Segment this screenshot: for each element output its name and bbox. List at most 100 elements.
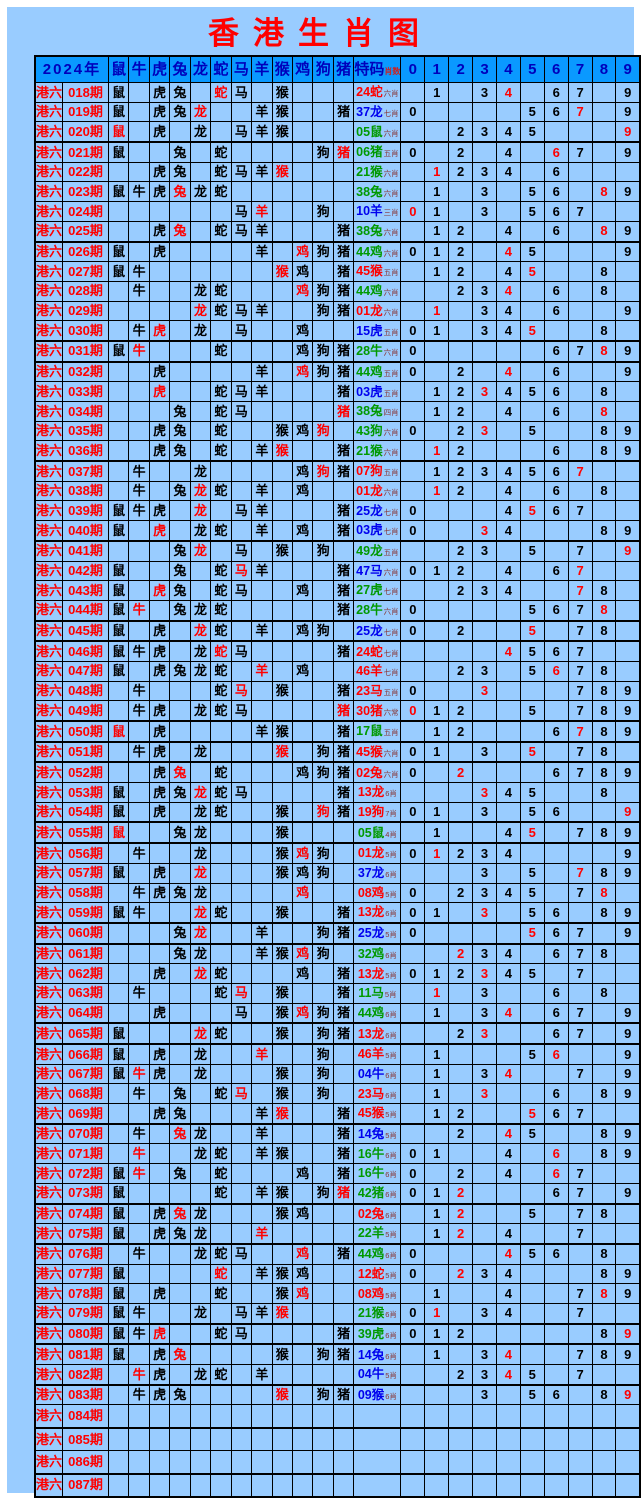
digit-cell [448, 1383, 474, 1406]
zodiac-cell [128, 1103, 150, 1125]
zodiac-cell [169, 1042, 191, 1065]
zodiac-cell [312, 700, 334, 722]
digit-cell [543, 1302, 569, 1325]
zodiac-cell: 猪 [332, 220, 355, 243]
zodiac-cell: 羊 [251, 480, 273, 502]
zodiac-cell: 龙 [189, 101, 212, 123]
zodiac-cell: 龙 [189, 539, 212, 562]
zodiac-cell: 虎 [148, 700, 171, 722]
digit-cell [567, 280, 593, 302]
row-prefix: 港六 [34, 181, 64, 203]
digit-cell: 7 [567, 539, 593, 562]
xiao-count: 7肖 [385, 809, 397, 819]
table-row-065期: 港六 065期鼠龙蛇猴狗猪 13龙6肖 2 3 6 7 9 [34, 1022, 641, 1045]
zodiac-cell [230, 619, 253, 642]
zodiac-cell [312, 1363, 334, 1386]
zodiac-cell [292, 1122, 314, 1145]
zodiac-cell: 蛇 [210, 520, 232, 542]
xiao-count: 五肖 [383, 687, 399, 697]
zodiac-cell [251, 963, 273, 984]
digit-cell [472, 761, 497, 784]
digit-cell [591, 201, 617, 222]
digit-cell: 3 [472, 782, 497, 803]
zodiac-cell: 羊 [251, 720, 273, 743]
zodiac-cell [312, 161, 334, 183]
zodiac-cell: 鼠 [107, 782, 130, 803]
digit-cell [472, 640, 497, 662]
digit-cell: 2 [448, 942, 474, 965]
digit-cell [400, 1002, 426, 1024]
zodiac-cell [271, 1472, 294, 1498]
digit-cell [448, 902, 474, 924]
digit-cell: 9 [615, 539, 641, 562]
row-prefix: 港六 [34, 1083, 64, 1105]
digit-cell: 6 [543, 381, 569, 402]
period-cell: 075期 [62, 1223, 109, 1245]
digit-cell: 1 [424, 201, 450, 222]
zodiac-cell: 鸡 [292, 261, 314, 282]
digit-cell [591, 539, 617, 562]
zodiac-cell: 龙 [189, 280, 212, 302]
digit-cell [424, 420, 450, 442]
zodiac-cell [169, 360, 191, 383]
zodiac-cell: 鸡 [292, 420, 314, 442]
digit-cell: 3 [472, 520, 497, 542]
period-cell: 046期 [62, 640, 109, 662]
digit-cell: 5 [519, 619, 545, 642]
table-row-064期: 港六 064期虎马猴鸡狗猪 44鸡6肖 1 3 4 6 7 9 [34, 1002, 641, 1024]
table-row-018期: 港六 018期鼠虎兔蛇马猴 24蛇六肖 1 3 4 6 7 9 [34, 82, 641, 103]
zodiac-cell [210, 1042, 232, 1065]
zodiac-cell [251, 280, 273, 302]
special-number: 09猴 [357, 1387, 385, 1402]
xiao-count: 四肖 [383, 408, 399, 418]
special-cell: 01龙5肖 [353, 842, 402, 864]
zodiac-cell: 狗 [312, 921, 334, 945]
digit-cell [615, 320, 641, 342]
digit-cell [519, 401, 545, 422]
digit-cell: 4 [495, 782, 521, 803]
zodiac-cell [189, 1343, 212, 1366]
special-cell: 21猴六肖 [353, 440, 402, 462]
xiao-count: 5肖 [385, 850, 397, 860]
zodiac-cell: 羊 [251, 161, 273, 183]
table-row-056期: 港六 056期牛龙猴鸡狗 01龙5肖 0 1 2 3 4 9 [34, 842, 641, 864]
zodiac-cell [312, 560, 334, 582]
table-row-078期: 港六 078期鼠虎蛇猴鸡 08鸡5肖 1 4 7 8 9 [34, 1283, 641, 1304]
digit-cell: 6 [543, 660, 569, 682]
zodiac-cell: 猴 [271, 1182, 294, 1205]
zodiac-cell [128, 1343, 150, 1366]
zodiac-cell [251, 1472, 273, 1498]
digit-cell [400, 1063, 426, 1085]
header-digit-3: 3 [472, 55, 497, 83]
digit-cell: 9 [615, 862, 641, 884]
digit-cell [567, 1472, 593, 1498]
zodiac-cell [271, 1163, 294, 1184]
zodiac-cell: 牛 [128, 1242, 150, 1265]
zodiac-cell: 虎 [148, 1002, 171, 1024]
zodiac-cell: 牛 [128, 261, 150, 282]
digit-cell: 7 [567, 1343, 593, 1366]
digit-cell [448, 1450, 474, 1475]
special-number: 44鸡 [357, 1247, 385, 1262]
xiao-count: 三肖 [383, 208, 399, 218]
digit-cell: 3 [472, 280, 497, 302]
zodiac-cell: 龙 [189, 801, 212, 823]
digit-cell: 9 [615, 1063, 641, 1085]
zodiac-cell [332, 1223, 355, 1245]
zodiac-cell [189, 220, 212, 243]
digit-cell: 4 [495, 560, 521, 582]
zodiac-cell [251, 1063, 273, 1085]
digit-cell: 4 [495, 1223, 521, 1245]
zodiac-cell [210, 101, 232, 123]
digit-cell [472, 261, 497, 282]
zodiac-cell [230, 720, 253, 743]
zodiac-cell: 牛 [128, 740, 150, 763]
digit-cell: 0 [400, 1322, 426, 1345]
zodiac-cell: 蛇 [210, 1083, 232, 1105]
zodiac-cell [271, 640, 294, 662]
digit-cell [519, 1343, 545, 1366]
digit-cell: 8 [591, 401, 617, 422]
zodiac-cell: 蛇 [210, 82, 232, 103]
digit-cell: 8 [591, 821, 617, 844]
zodiac-cell [271, 599, 294, 622]
